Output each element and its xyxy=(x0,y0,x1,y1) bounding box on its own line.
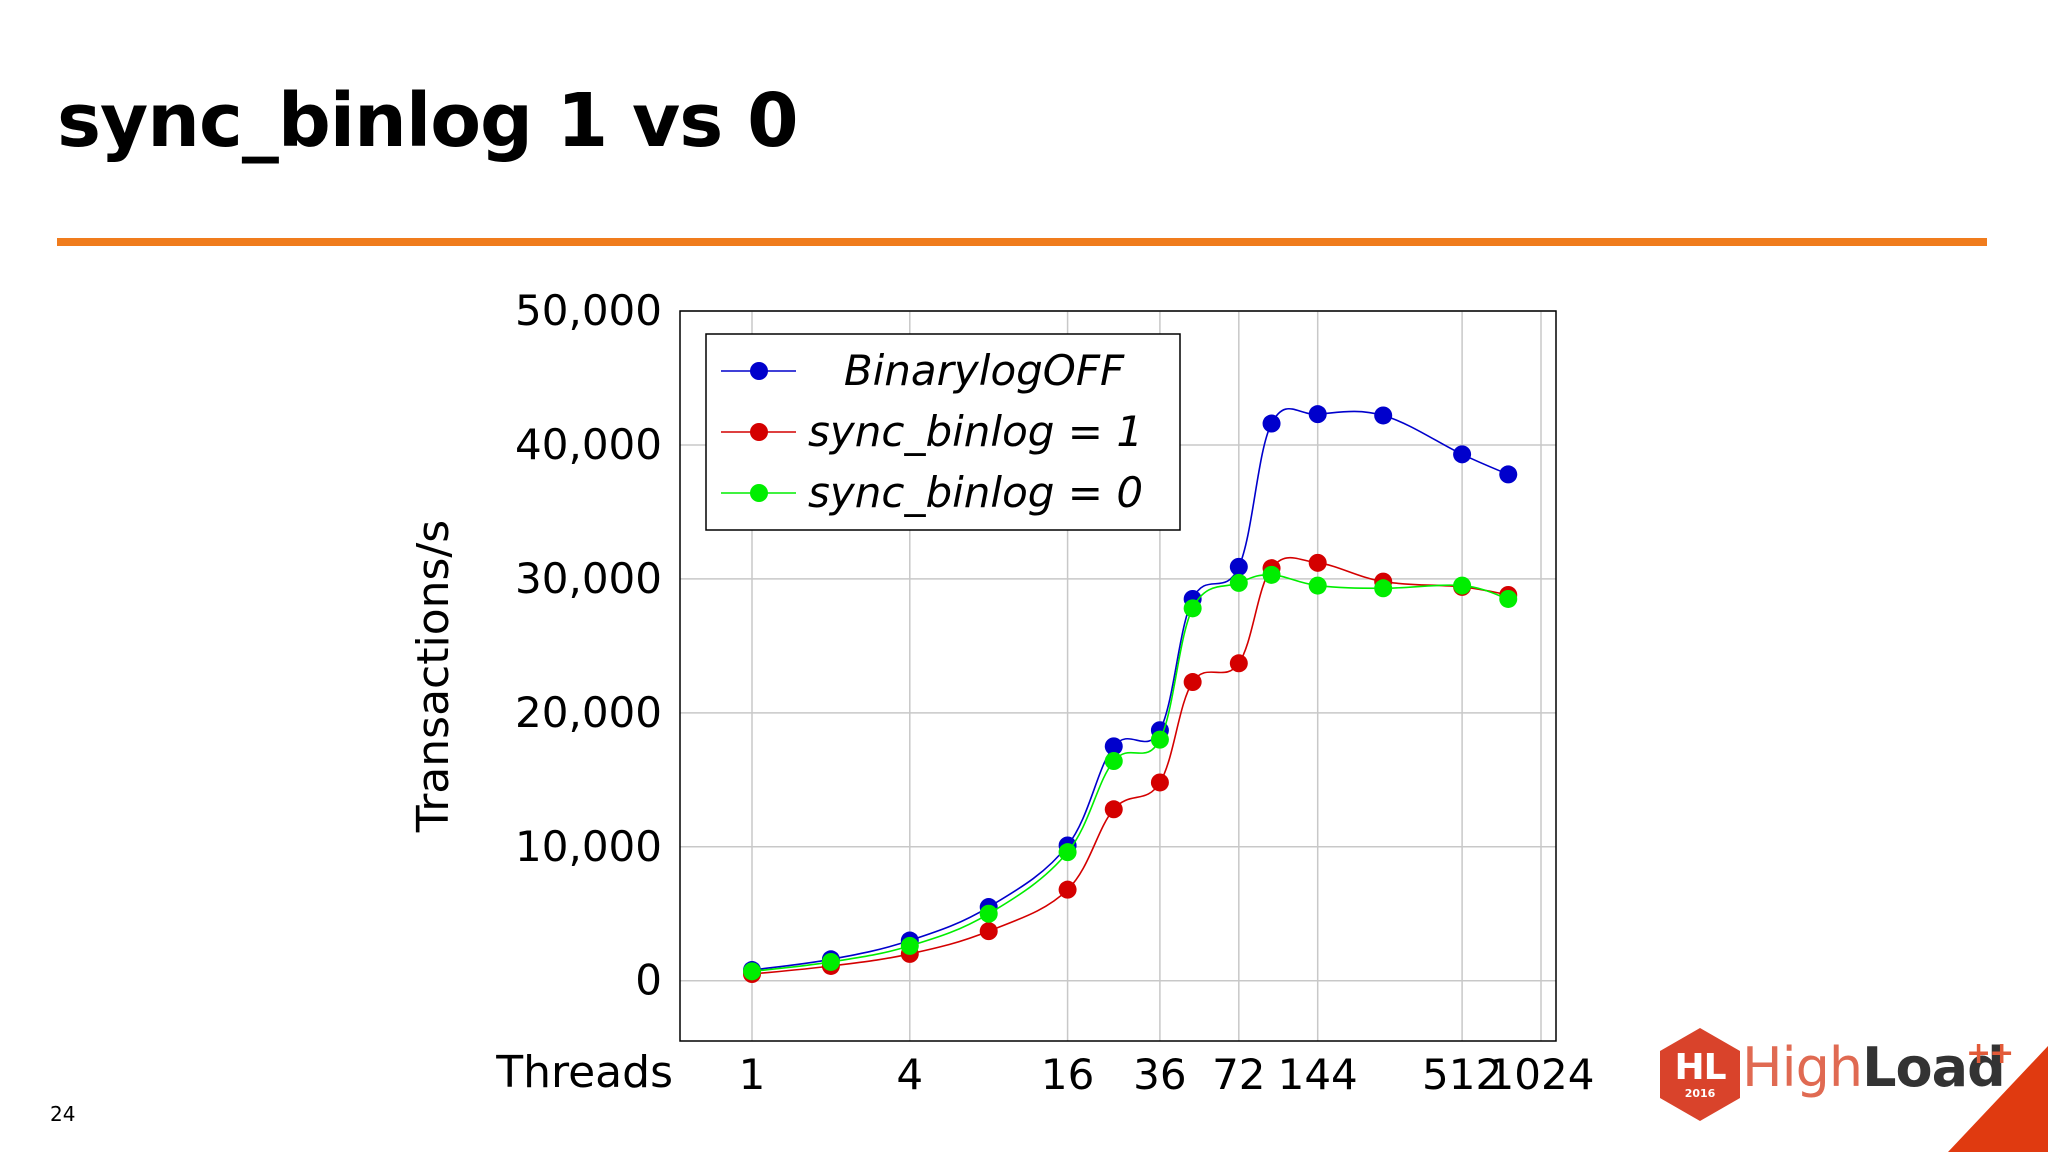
series-2-point-5 xyxy=(1104,752,1123,771)
plot-frame xyxy=(679,310,1557,1042)
corner-triangle-icon xyxy=(1948,1046,2048,1152)
y-tick-label-0: 0 xyxy=(635,956,662,1005)
highload-logo-icon xyxy=(1660,1028,1740,1121)
series-1-point-3 xyxy=(979,922,998,941)
logo-badge: HL xyxy=(1674,1047,1726,1088)
series-0-point-8 xyxy=(1229,557,1248,576)
series-0-point-10 xyxy=(1308,405,1327,424)
x-tick-label-144: 144 xyxy=(1278,1050,1358,1099)
slide-title: sync_binlog 1 vs 0 xyxy=(57,78,799,164)
series-2-point-2 xyxy=(900,936,919,955)
logo-wordmark: HighLoad xyxy=(1742,1036,2006,1099)
legend-label-2: sync_binlog = 0 xyxy=(808,468,1143,517)
x-tick-label-16: 16 xyxy=(1041,1050,1094,1099)
legend-marker-1 xyxy=(750,423,768,441)
logo-word-load: Load xyxy=(1862,1036,2006,1099)
series-2-point-3 xyxy=(979,904,998,923)
y-tick-label-20000: 20,000 xyxy=(515,688,662,737)
series-1-point-7 xyxy=(1183,673,1202,692)
legend-marker-0 xyxy=(750,362,768,380)
y-tick-label-40000: 40,000 xyxy=(515,420,662,469)
series-2-point-8 xyxy=(1229,573,1248,592)
series-0-point-12 xyxy=(1453,445,1472,464)
series-2-point-4 xyxy=(1058,843,1077,862)
x-tick-label-4: 4 xyxy=(896,1050,923,1099)
y-axis-label: Transactions/s xyxy=(408,520,459,833)
logo-plus: ++ xyxy=(1966,1036,2014,1071)
series-2-point-11 xyxy=(1374,579,1393,598)
series-0-point-9 xyxy=(1262,414,1281,433)
y-tick-label-10000: 10,000 xyxy=(515,822,662,871)
legend-label-1: sync_binlog = 1 xyxy=(808,407,1143,456)
y-tick-label-30000: 30,000 xyxy=(515,554,662,603)
series-2-point-6 xyxy=(1150,730,1169,749)
x-tick-label-1: 1 xyxy=(739,1050,766,1099)
series-2-point-12 xyxy=(1453,576,1472,595)
series-2-point-7 xyxy=(1183,599,1202,618)
series-1-point-5 xyxy=(1104,800,1123,819)
series-1-point-6 xyxy=(1150,773,1169,792)
x-tick-label-512: 512 xyxy=(1422,1050,1502,1099)
series-0-point-13 xyxy=(1499,465,1518,484)
series-2-point-1 xyxy=(821,952,840,971)
series-line-2 xyxy=(751,574,1509,973)
series-2-point-9 xyxy=(1262,565,1281,584)
series-0-point-11 xyxy=(1374,406,1393,425)
series-1-point-4 xyxy=(1058,880,1077,899)
logo-word-high: High xyxy=(1742,1036,1863,1099)
legend-label-0: BinarylogOFF xyxy=(844,346,1125,395)
x-axis-label: Threads xyxy=(495,1047,673,1098)
series-2-point-0 xyxy=(743,962,761,981)
x-tick-label-72: 72 xyxy=(1212,1050,1265,1099)
title-divider xyxy=(57,238,1987,246)
x-tick-label-36: 36 xyxy=(1133,1050,1186,1099)
series-1-point-8 xyxy=(1229,654,1248,673)
page-number: 24 xyxy=(50,1102,76,1126)
series-line-0 xyxy=(751,407,1509,971)
legend-marker-2 xyxy=(750,484,768,502)
logo-year: 2016 xyxy=(1684,1087,1716,1100)
series-0-point-5 xyxy=(1104,737,1123,756)
y-tick-label-50000: 50,000 xyxy=(515,286,662,335)
series-2-point-13 xyxy=(1499,589,1518,608)
series-line-1 xyxy=(751,557,1509,975)
series-2-point-10 xyxy=(1308,576,1327,595)
series-1-point-10 xyxy=(1308,553,1327,572)
x-tick-label-1024: 1024 xyxy=(1488,1050,1595,1099)
